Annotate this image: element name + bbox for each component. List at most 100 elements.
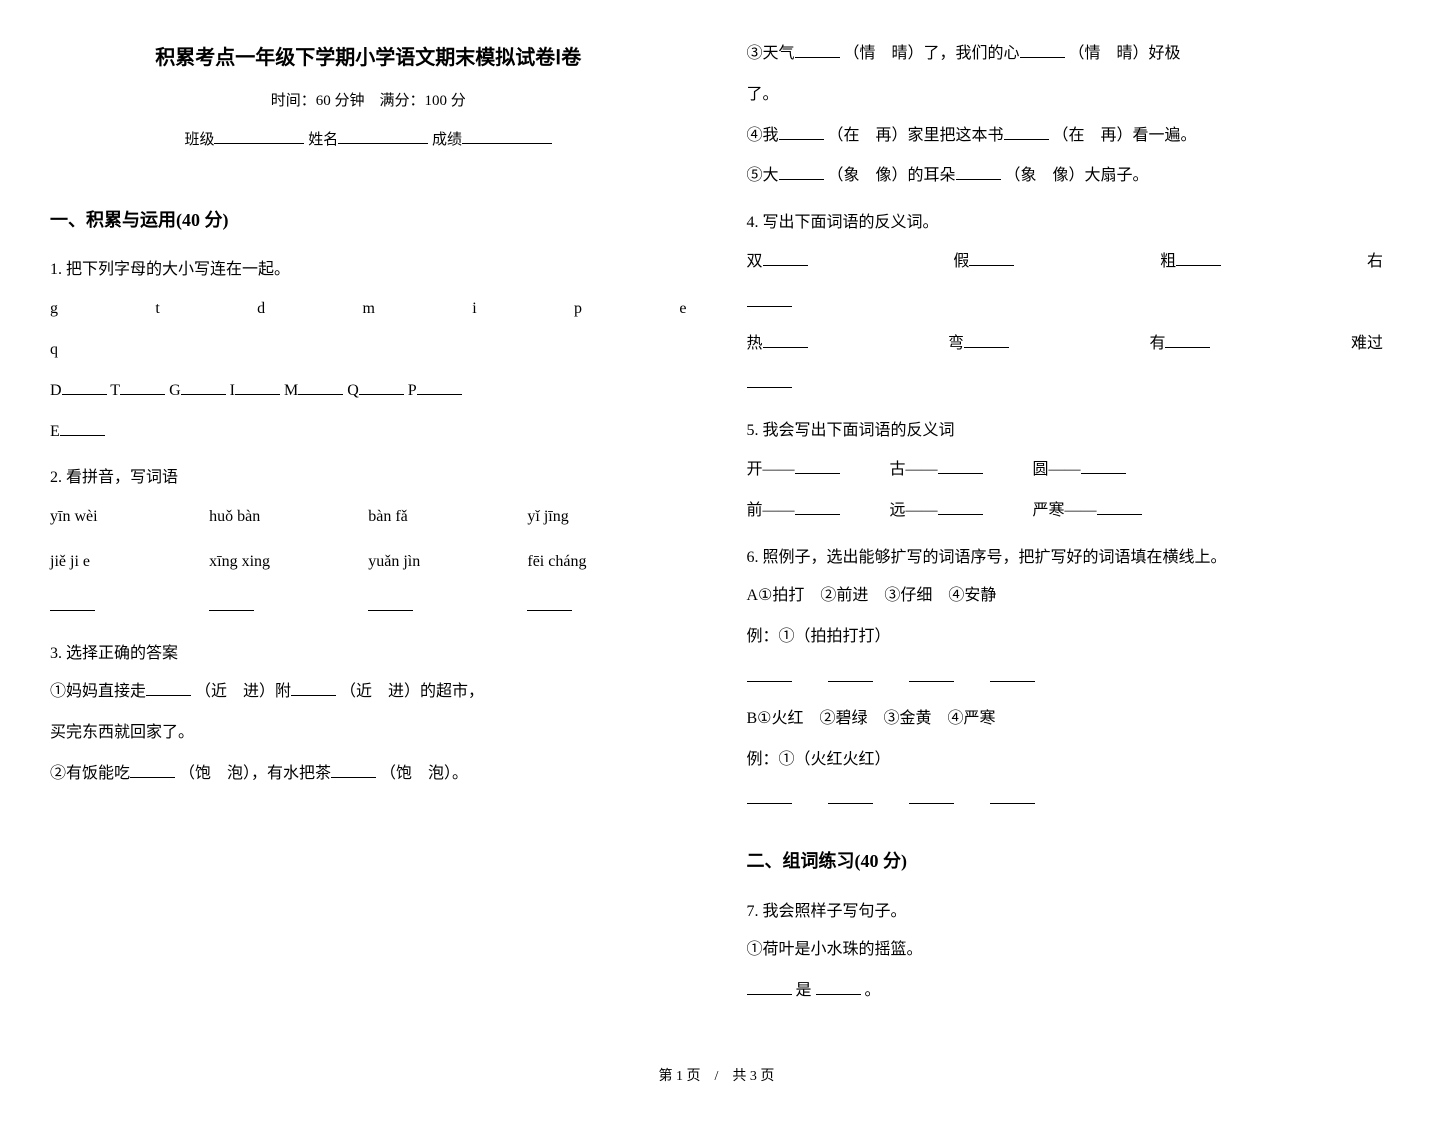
- q6-blanksB: [747, 786, 1384, 815]
- q4-word: 假: [953, 253, 969, 270]
- q6-blank[interactable]: [990, 788, 1035, 804]
- q3-text: （在 再）家里把这本书: [828, 127, 1004, 144]
- q4-blank[interactable]: [747, 372, 792, 388]
- q6-blank[interactable]: [747, 788, 792, 804]
- q6-groupA: A①拍打 ②前进 ③仔细 ④安静: [747, 582, 1384, 611]
- q2-blank[interactable]: [527, 595, 572, 611]
- q3-blank[interactable]: [779, 124, 824, 140]
- q1-upper-q: Q: [347, 382, 359, 399]
- name-blank[interactable]: [338, 129, 428, 144]
- q3-blank[interactable]: [130, 762, 175, 778]
- q7-blank[interactable]: [816, 979, 861, 995]
- q5-prompt: 5. 我会写出下面词语的反义词: [747, 417, 1384, 446]
- q2-pinyin: xīng xing: [209, 548, 368, 577]
- q3-text: ①妈妈直接走: [50, 683, 146, 700]
- q1-blank[interactable]: [120, 379, 165, 395]
- q3-blank[interactable]: [146, 680, 191, 696]
- q5-word: 开——: [747, 461, 795, 478]
- q1-upper-g: G: [169, 382, 181, 399]
- q4-row1: 双 假 粗 右: [747, 248, 1384, 277]
- q3-blank[interactable]: [291, 680, 336, 696]
- q3-text: ②有饭能吃: [50, 765, 130, 782]
- q4-row2: 热 弯 有 难过: [747, 330, 1384, 359]
- q7-item1: ①荷叶是小水珠的摇篮。: [747, 936, 1384, 965]
- q4-blank[interactable]: [969, 250, 1014, 266]
- q5-blank[interactable]: [795, 458, 840, 474]
- q5-word: 圆——: [1033, 461, 1081, 478]
- q1-lower-g: g: [50, 295, 58, 324]
- q6-blank[interactable]: [828, 666, 873, 682]
- q3-item1: ①妈妈直接走 （近 进）附 （近 进）的超市，: [50, 678, 687, 707]
- score-blank[interactable]: [462, 129, 552, 144]
- q3-text: ④我: [747, 127, 779, 144]
- q4-blank[interactable]: [763, 250, 808, 266]
- q5-word: 严寒——: [1033, 502, 1097, 519]
- q6-blank[interactable]: [828, 788, 873, 804]
- q5-row1: 开—— 古—— 圆——: [747, 456, 1384, 485]
- q6-blank[interactable]: [747, 666, 792, 682]
- q4-blank[interactable]: [1176, 250, 1221, 266]
- q3-blank[interactable]: [779, 164, 824, 180]
- q3-blank[interactable]: [1020, 42, 1065, 58]
- q3-text: （近 进）的超市，: [340, 683, 484, 700]
- q3-text: （饱 泡）。: [380, 765, 468, 782]
- q2-row1: yīn wèi huǒ bàn bàn fǎ yǐ jīng: [50, 503, 687, 532]
- q2-blank[interactable]: [368, 595, 413, 611]
- q5-blank[interactable]: [1097, 499, 1142, 515]
- q4-blank[interactable]: [763, 332, 808, 348]
- class-blank[interactable]: [214, 129, 304, 144]
- q3-text: （饱 泡），有水把茶: [179, 765, 331, 782]
- q1-blank[interactable]: [62, 379, 107, 395]
- q2-blank[interactable]: [209, 595, 254, 611]
- q4-word: 右: [1367, 248, 1383, 277]
- q3-blank[interactable]: [1004, 124, 1049, 140]
- q5-word: 前——: [747, 502, 795, 519]
- q3-blank[interactable]: [795, 42, 840, 58]
- q3-item5: ⑤大 （象 像）的耳朵 （象 像）大扇子。: [747, 162, 1384, 191]
- q1-upper-d: D: [50, 382, 62, 399]
- q5-blank[interactable]: [938, 499, 983, 515]
- q1-blank[interactable]: [298, 379, 343, 395]
- q7-blank[interactable]: [747, 979, 792, 995]
- q1-upper-t: T: [110, 382, 120, 399]
- q3-item1-cont: 买完东西就回家了。: [50, 719, 687, 748]
- q1-blank[interactable]: [60, 420, 105, 436]
- q1-blank[interactable]: [359, 379, 404, 395]
- q2-blank[interactable]: [50, 595, 95, 611]
- q6-prompt: 6. 照例子，选出能够扩写的词语序号，把扩写好的词语填在横线上。: [747, 544, 1384, 573]
- q1-upper-m: M: [284, 382, 298, 399]
- q3-blank[interactable]: [956, 164, 1001, 180]
- main-title: 积累考点一年级下学期小学语文期末模拟试卷Ⅰ卷: [50, 40, 687, 76]
- q5-blank[interactable]: [938, 458, 983, 474]
- q3-text: （情 晴）了，我们的心: [844, 45, 1020, 62]
- q4-prompt: 4. 写出下面词语的反义词。: [747, 209, 1384, 238]
- q4-blank[interactable]: [1165, 332, 1210, 348]
- q6-exampleB: 例：①（火红火红）: [747, 746, 1384, 775]
- section-2-heading: 二、组词练习(40 分): [747, 845, 1384, 877]
- q6-exampleA: 例：①（拍拍打打）: [747, 623, 1384, 652]
- q4-blank[interactable]: [964, 332, 1009, 348]
- q5-row2: 前—— 远—— 严寒——: [747, 497, 1384, 526]
- q1-blank[interactable]: [417, 379, 462, 395]
- q3-item2: ②有饭能吃 （饱 泡），有水把茶 （饱 泡）。: [50, 760, 687, 789]
- q6-blank[interactable]: [909, 788, 954, 804]
- q6-blank[interactable]: [990, 666, 1035, 682]
- q5-blank[interactable]: [795, 499, 840, 515]
- q1-lower-p: p: [574, 295, 582, 324]
- q4-blank[interactable]: [747, 291, 792, 307]
- q2-blanks: [50, 593, 687, 622]
- page-footer: 第 1 页 / 共 3 页: [50, 1064, 1383, 1089]
- q2-pinyin: yuǎn jìn: [368, 548, 527, 577]
- q3-blank[interactable]: [331, 762, 376, 778]
- q2-pinyin: yīn wèi: [50, 503, 209, 532]
- q5-blank[interactable]: [1081, 458, 1126, 474]
- q3-prompt: 3. 选择正确的答案: [50, 640, 687, 669]
- exam-subtitle: 时间：60 分钟 满分：100 分: [50, 88, 687, 115]
- question-6: 6. 照例子，选出能够扩写的词语序号，把扩写好的词语填在横线上。 A①拍打 ②前…: [747, 544, 1384, 816]
- q7-prompt: 7. 我会照样子写句子。: [747, 898, 1384, 927]
- q6-blank[interactable]: [909, 666, 954, 682]
- q1-lower-i: i: [472, 295, 476, 324]
- q1-blank[interactable]: [181, 379, 226, 395]
- q1-blank[interactable]: [235, 379, 280, 395]
- q1-prompt: 1. 把下列字母的大小写连在一起。: [50, 256, 687, 285]
